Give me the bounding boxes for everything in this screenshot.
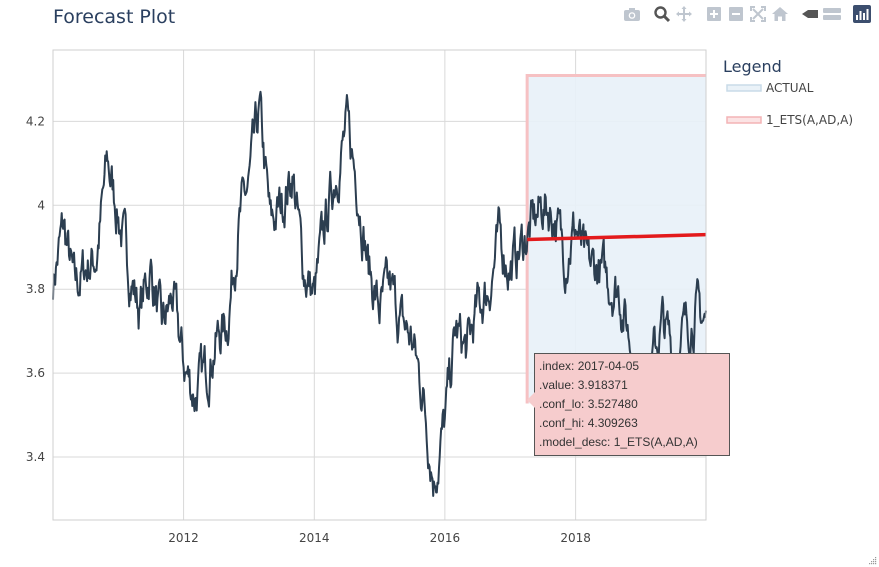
y-tick-label: 3.6 [26, 366, 45, 380]
legend[interactable]: Legend ACTUAL 1_ETS(A,AD,A) [723, 57, 853, 127]
x-tick-label: 2014 [299, 531, 330, 545]
compare-data-icon[interactable] [821, 3, 843, 25]
y-tick-label: 3.4 [26, 450, 45, 464]
chart-title: Forecast Plot [53, 6, 176, 28]
x-tick-label: 2018 [560, 531, 591, 545]
zoom-out-icon[interactable] [725, 3, 747, 25]
camera-icon[interactable] [621, 3, 643, 25]
legend-swatch [726, 84, 762, 92]
x-tick-label: 2012 [168, 531, 199, 545]
legend-title: Legend [723, 57, 782, 76]
reset-axes-icon[interactable] [769, 3, 791, 25]
autoscale-icon[interactable] [747, 3, 769, 25]
y-tick-label: 3.8 [26, 282, 45, 296]
y-tick-label: 4 [37, 198, 45, 212]
legend-item[interactable]: 1_ETS(A,AD,A) [726, 113, 853, 127]
tooltip-line: .conf_hi: 4.309263 [539, 416, 638, 430]
legend-swatch [726, 116, 762, 124]
modebar [621, 3, 873, 25]
tooltip-line: .index: 2017-04-05 [539, 359, 640, 373]
zoom-in-icon[interactable] [703, 3, 725, 25]
forecast-series-line [527, 232, 707, 242]
legend-item[interactable]: ACTUAL [726, 81, 814, 95]
plotly-logo-icon[interactable] [851, 3, 873, 25]
tick-labels: 2012 2014 2016 2018 3.4 3.6 3.8 4 4.2 [26, 114, 591, 545]
x-tick-label: 2016 [430, 531, 461, 545]
tooltip-line: .model_desc: 1_ETS(A,AD,A) [539, 435, 698, 449]
tooltip-line: .value: 3.918371 [539, 378, 628, 392]
pan-icon[interactable] [673, 3, 695, 25]
legend-label: ACTUAL [766, 81, 814, 95]
plot-frame [52, 49, 707, 521]
y-tick-label: 4.2 [26, 114, 45, 128]
resize-handle-icon[interactable] [868, 556, 877, 565]
hover-tooltip: .index: 2017-04-05 .value: 3.918371 .con… [527, 353, 730, 456]
series-layer [52, 90, 707, 497]
tooltip-line: .conf_lo: 3.527480 [539, 397, 638, 411]
zoom-icon[interactable] [651, 3, 673, 25]
confidence-band-edge [525, 73, 706, 404]
actual-series-line [52, 90, 707, 497]
legend-label: 1_ETS(A,AD,A) [766, 113, 853, 127]
spike-lines-icon[interactable] [799, 3, 821, 25]
